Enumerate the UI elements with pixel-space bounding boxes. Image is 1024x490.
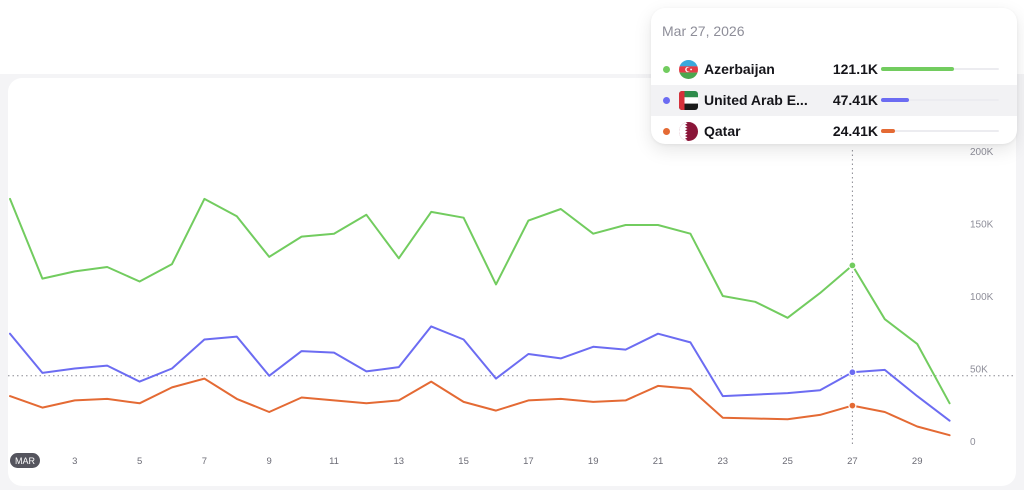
series-dot [663, 128, 670, 135]
series-line-azerbaijan [9, 197, 951, 405]
x-tick-label: 21 [653, 456, 664, 467]
tooltip-row-uae: United Arab E... 47.41K [651, 85, 1017, 116]
tooltip: Mar 27, 2026 Azerbaijan 121.1K [651, 8, 1017, 144]
x-tick-label: 5 [137, 456, 142, 467]
x-tick-label: 9 [267, 456, 272, 467]
tooltip-country-name: United Arab E... [704, 92, 808, 108]
value-bar [881, 129, 896, 133]
y-tick-label: 100K [970, 292, 994, 303]
highlight-point [848, 401, 857, 410]
x-tick-label: 23 [718, 456, 729, 467]
uae-flag-icon [679, 91, 698, 110]
qatar-flag-icon [679, 122, 698, 141]
x-tick-label: 11 [329, 456, 339, 467]
series-line-united-arab-emirates [9, 325, 951, 422]
x-tick-label: 13 [394, 456, 405, 467]
chart-card [8, 78, 1016, 486]
y-tick-label: 150K [970, 220, 994, 231]
value-bar-track [881, 67, 999, 71]
month-badge-label: MAR [15, 456, 36, 466]
azerbaijan-flag-icon [679, 60, 698, 79]
highlight-point [848, 368, 857, 377]
series-dot [663, 97, 670, 104]
series-line-qatar [9, 377, 951, 437]
x-tick-label: 29 [912, 456, 923, 467]
x-tick-label: 27 [847, 456, 858, 467]
tooltip-value: 24.41K [832, 123, 878, 139]
tooltip-country-name: Azerbaijan [704, 61, 775, 77]
x-tick-label: 15 [458, 456, 469, 467]
month-badge [10, 453, 40, 468]
tooltip-date: Mar 27, 2026 [662, 23, 745, 39]
tooltip-row-qatar: Qatar 24.41K [651, 116, 1017, 147]
x-tick-label: 17 [523, 456, 534, 467]
y-tick-label: 0 [970, 437, 976, 448]
tooltip-value: 47.41K [832, 92, 878, 108]
x-tick-label: 25 [782, 456, 793, 467]
y-tick-label: 50K [970, 365, 988, 376]
x-tick-label: 7 [202, 456, 207, 467]
tooltip-row-azerbaijan: Azerbaijan 121.1K [651, 54, 1017, 85]
tooltip-country-name: Qatar [704, 123, 741, 139]
y-tick-label: 200K [970, 147, 994, 158]
value-bar-track [881, 98, 999, 102]
x-tick-label: 19 [588, 456, 599, 467]
tooltip-value: 121.1K [832, 61, 878, 77]
series-dot [663, 66, 670, 73]
value-bar [881, 98, 910, 102]
highlight-point [848, 261, 857, 270]
value-bar-track [881, 129, 999, 133]
value-bar [881, 67, 955, 71]
x-tick-label: 3 [72, 456, 77, 467]
